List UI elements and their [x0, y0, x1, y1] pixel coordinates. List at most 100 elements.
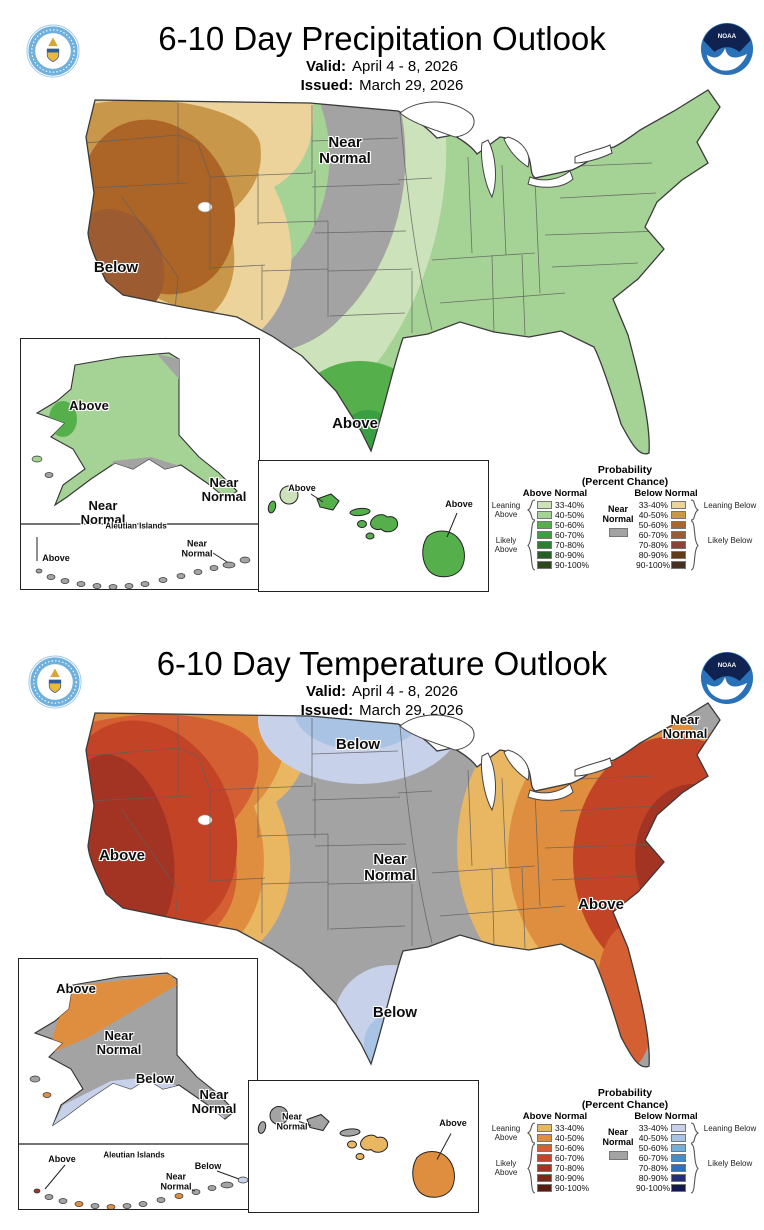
likely-above-label: Likely Above [494, 536, 518, 555]
legend-category-label: 40-50% [638, 1133, 668, 1143]
legend-category-label: 80-90% [638, 550, 668, 560]
alaska-inset [18, 958, 258, 1210]
legend-near-normal: Near Normal [596, 1127, 640, 1160]
us-map-temperature [85, 702, 721, 1068]
legend-swatch [537, 501, 552, 509]
valid-date-line: Valid: April 4 - 8, 2026 [306, 683, 458, 700]
legend-below-normal-header: Below Normal [634, 488, 698, 499]
legend-category-label: 70-80% [555, 1163, 585, 1173]
legend-swatch [671, 1134, 686, 1142]
legend-row: 40-50% [537, 510, 589, 520]
bracket-brace [526, 1122, 536, 1144]
legend-title: Probability [597, 1087, 653, 1099]
legend-category-label: 60-70% [555, 1153, 585, 1163]
legend-row: 70-80% [636, 540, 686, 550]
noaa-logo-icon: NOAA [700, 651, 754, 705]
legend-category-label: 33-40% [638, 500, 668, 510]
legend-row: 90-100% [537, 560, 589, 570]
likely-below-label: Likely Below [707, 536, 753, 545]
legend-category-label: 50-60% [555, 1143, 585, 1153]
bracket-brace [527, 520, 536, 571]
legend-row: 70-80% [537, 540, 589, 550]
legend-row: 40-50% [537, 1133, 589, 1143]
legend-row: 60-70% [636, 1153, 686, 1163]
legend-swatch [671, 501, 686, 509]
us-map-precipitation [85, 89, 721, 455]
legend-category-label: 80-90% [638, 1173, 668, 1183]
probability-legend: Probability (Percent Chance) Above Norma… [486, 462, 764, 584]
legend-category-label: 40-50% [555, 510, 585, 520]
legend-row: 60-70% [636, 530, 686, 540]
legend-row: 80-90% [636, 550, 686, 560]
probability-legend: Probability (Percent Chance) Above Norma… [486, 1085, 764, 1207]
legend-row: 33-40% [537, 1123, 589, 1133]
likely-above-label: Likely Above [494, 1159, 518, 1178]
legend-category-label: 33-40% [555, 1123, 585, 1133]
legend-category-label: 50-60% [555, 520, 585, 530]
legend-swatch [537, 531, 552, 539]
legend-swatch [671, 1144, 686, 1152]
bracket-brace [690, 520, 699, 571]
legend-category-label: 50-60% [638, 1143, 668, 1153]
near-normal-label: Near Normal [602, 1127, 634, 1148]
legend-row: 50-60% [636, 1143, 686, 1153]
legend-near-normal: Near Normal [596, 504, 640, 537]
legend-subtitle: (Percent Chance) [581, 1099, 669, 1111]
legend-below-rows: 33-40% 40-50% 50-60% 60-70% 70-80% 80-90% 90-1… [636, 500, 686, 570]
legend-swatch [671, 1124, 686, 1132]
legend-swatch [671, 1154, 686, 1162]
legend-below-rows: 33-40% 40-50% 50-60% 60-70% 70-80% 80-90% 90-1… [636, 1123, 686, 1193]
legend-swatch [537, 1164, 552, 1172]
precipitation-outlook-panel: NOAA 6-10 Day Precipitation Outlook Vali… [20, 20, 764, 592]
bracket-brace [690, 1122, 700, 1144]
legend-row: 40-50% [636, 1133, 686, 1143]
legend-swatch [537, 1134, 552, 1142]
legend-swatch [537, 511, 552, 519]
department-of-commerce-seal-icon [28, 655, 82, 709]
legend-category-label: 50-60% [638, 520, 668, 530]
hawaii-inset [248, 1080, 479, 1213]
legend-above-normal-header: Above Normal [522, 1111, 588, 1122]
bracket-brace [527, 1143, 536, 1194]
bracket-brace [690, 499, 700, 521]
legend-swatch [671, 1174, 686, 1182]
legend-swatch [671, 531, 686, 539]
legend-row: 50-60% [537, 520, 589, 530]
legend-swatch [537, 551, 552, 559]
noaa-logo-text: NOAA [718, 662, 737, 669]
legend-category-label: 60-70% [638, 1153, 668, 1163]
legend-swatch [537, 1124, 552, 1132]
department-of-commerce-seal-icon [26, 24, 80, 78]
legend-row: 80-90% [537, 550, 589, 560]
legend-swatch [671, 551, 686, 559]
legend-row: 80-90% [537, 1173, 589, 1183]
legend-category-label: 40-50% [638, 510, 668, 520]
noaa-logo-icon: NOAA [700, 22, 754, 76]
legend-category-label: 90-100% [555, 560, 590, 570]
near-normal-label: Near Normal [602, 504, 634, 525]
legend-swatch-near-normal [608, 527, 628, 537]
legend-row: 90-100% [636, 1183, 686, 1193]
issued-date-line: Issued: March 29, 2026 [300, 77, 464, 94]
legend-category-label: 90-100% [555, 1183, 590, 1193]
legend-category-label: 60-70% [555, 530, 585, 540]
legend-swatch [537, 1144, 552, 1152]
legend-row: 33-40% [636, 500, 686, 510]
legend-swatch [671, 541, 686, 549]
legend-row: 33-40% [636, 1123, 686, 1133]
legend-swatch [671, 1184, 686, 1192]
legend-category-label: 70-80% [638, 540, 668, 550]
legend-swatch [537, 521, 552, 529]
bracket-brace [526, 499, 536, 521]
legend-row: 33-40% [537, 500, 589, 510]
hawaii-inset [258, 460, 489, 592]
leaning-above-label: Leaning Above [491, 501, 521, 520]
leaning-below-label: Leaning Below [703, 1124, 757, 1133]
legend-title: Probability [597, 464, 653, 476]
legend-category-label: 80-90% [555, 1173, 585, 1183]
leaning-above-label: Leaning Above [491, 1124, 521, 1143]
legend-row: 70-80% [636, 1163, 686, 1173]
alaska-inset [20, 338, 260, 590]
legend-swatch-near-normal [608, 1150, 628, 1160]
legend-swatch [671, 521, 686, 529]
